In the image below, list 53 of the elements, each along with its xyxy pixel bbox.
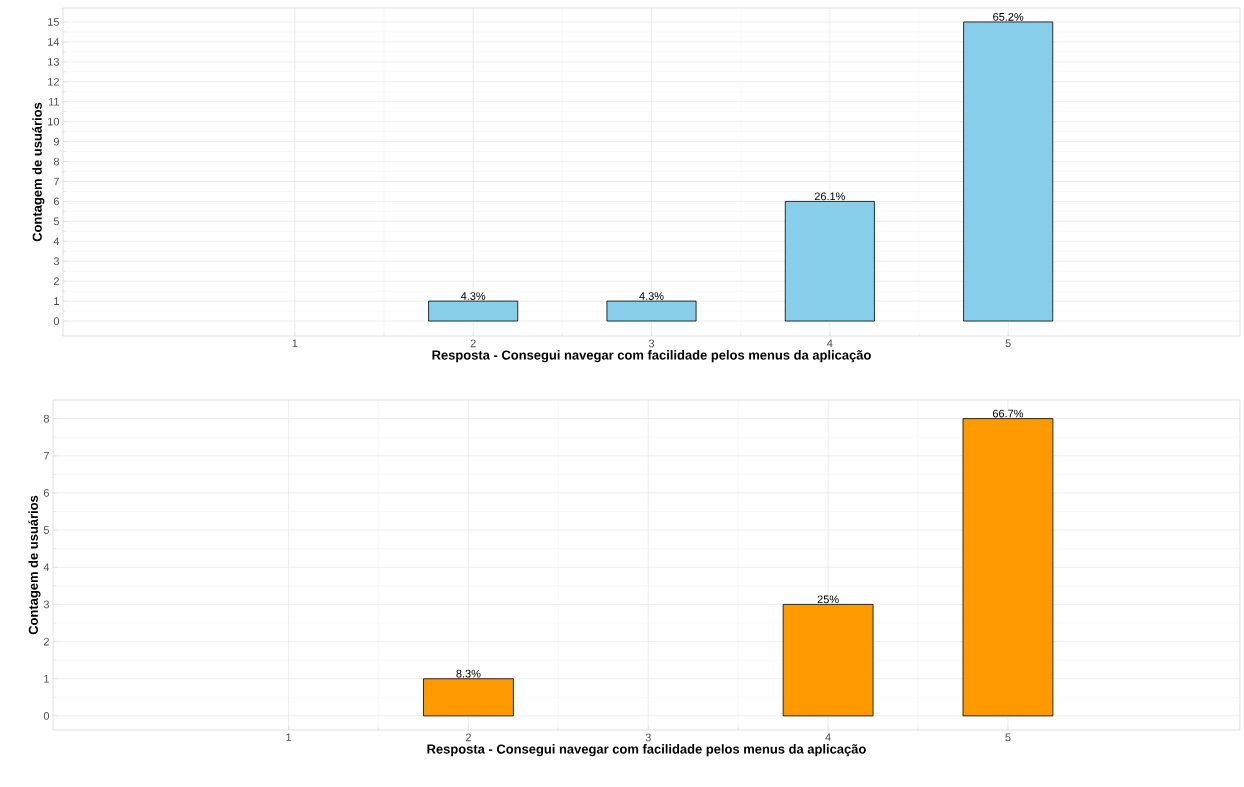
- y-tick-label: 12: [48, 77, 59, 86]
- annotation: 4.3%: [639, 292, 664, 300]
- y-tick-label: 14: [48, 38, 60, 46]
- y-tick-label: 9: [53, 137, 59, 146]
- y-axis-title: Contagem de usuários: [32, 102, 45, 242]
- x-tick-label: 5: [1005, 733, 1011, 742]
- y-axis-title: Contagem de usuários: [28, 495, 41, 635]
- y-tick-label: 10: [48, 117, 60, 126]
- bar: [428, 300, 519, 322]
- annotation: 4.3%: [460, 292, 486, 300]
- bar: [784, 201, 875, 322]
- x-tick-label: 3: [648, 339, 655, 348]
- y-tick-label: 2: [53, 277, 59, 285]
- x-tick-label: 1: [286, 733, 292, 742]
- bar: [962, 418, 1054, 717]
- y-tick-label: 3: [53, 257, 59, 266]
- y-tick-label: 5: [53, 217, 60, 226]
- y-tick-label: 15: [48, 18, 60, 26]
- y-tick-label: 0: [43, 712, 50, 720]
- y-tick-label: 11: [48, 97, 59, 106]
- y-tick-label: 4: [53, 237, 60, 246]
- annotation: 8.3%: [456, 669, 481, 678]
- x-axis-title: Resposta - Consegui navegar com facilidade pelos menus da aplicação: [432, 350, 871, 363]
- x-tick-label: 3: [645, 733, 651, 742]
- x-tick-label: 4: [825, 733, 831, 742]
- y-tick-label: 8: [43, 414, 49, 423]
- y-tick-label: 1: [54, 297, 59, 305]
- x-axis-title: Resposta - Consegui navegar com facilidade pelos menus da aplicação: [427, 744, 866, 757]
- y-tick-label: 7: [53, 177, 59, 186]
- y-tick-label: 5: [43, 526, 50, 534]
- annotation: 26.1%: [814, 192, 845, 201]
- bar: [606, 300, 697, 322]
- y-tick-label: 1: [44, 674, 49, 683]
- x-tick-label: 2: [470, 339, 476, 348]
- y-tick-label: 13: [48, 57, 59, 66]
- annotation: 25%: [817, 595, 839, 604]
- bar: [963, 21, 1054, 322]
- y-tick-label: 3: [43, 600, 49, 609]
- y-tick-label: 6: [53, 197, 59, 206]
- x-tick-label: 4: [827, 339, 833, 348]
- x-tick-label: 5: [1005, 339, 1011, 348]
- annotation: 66.7%: [992, 409, 1024, 418]
- y-tick-label: 2: [43, 637, 49, 646]
- y-tick-label: 8: [53, 157, 59, 166]
- x-tick-label: 2: [465, 733, 471, 742]
- x-tick-label: 1: [292, 339, 298, 348]
- y-tick-label: 6: [43, 489, 49, 497]
- y-tick-label: 7: [43, 451, 49, 460]
- annotation: 65.2%: [993, 13, 1024, 21]
- y-tick-label: 0: [53, 317, 60, 325]
- bar: [423, 678, 514, 717]
- y-tick-label: 4: [43, 563, 50, 572]
- bar: [782, 604, 874, 717]
